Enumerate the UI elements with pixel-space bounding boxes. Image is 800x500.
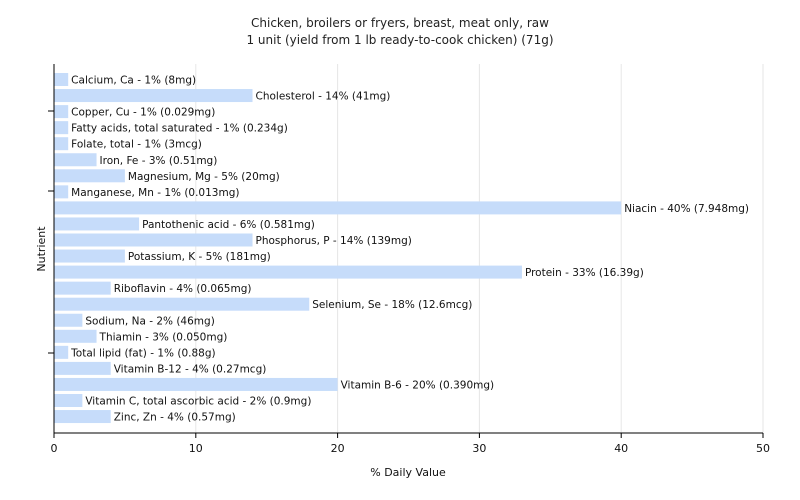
bar-label: Phosphorus, P - 14% (139mg): [256, 235, 412, 247]
bar: [54, 169, 125, 183]
bar: [54, 345, 69, 359]
bar-label: Zinc, Zn - 4% (0.57mg): [114, 412, 236, 424]
x-tick-label: 0: [51, 442, 58, 455]
bar-label: Fatty acids, total saturated - 1% (0.234…: [71, 123, 288, 135]
bar-label: Magnesium, Mg - 5% (20mg): [128, 171, 280, 183]
y-axis-title: Nutrient: [35, 226, 48, 272]
bar-label: Total lipid (fat) - 1% (0.88g): [70, 347, 215, 359]
bars: [54, 73, 622, 424]
chart-title: Chicken, broilers or fryers, breast, mea…: [251, 16, 549, 30]
bar-label: Calcium, Ca - 1% (8mg): [71, 75, 196, 87]
bar-label: Vitamin B-12 - 4% (0.27mcg): [114, 363, 267, 375]
bar-label: Sodium, Na - 2% (46mg): [85, 315, 214, 327]
bar: [54, 153, 97, 167]
bar-label: Vitamin B-6 - 20% (0.390mg): [341, 379, 495, 391]
x-tick-label: 10: [189, 442, 203, 455]
bar: [54, 73, 69, 86]
bar: [54, 377, 338, 391]
bar: [54, 121, 69, 135]
bar-label: Cholesterol - 14% (41mg): [256, 91, 391, 103]
bar: [54, 281, 111, 295]
bar: [54, 410, 111, 424]
x-axis-title: % Daily Value: [370, 466, 446, 479]
bar: [54, 233, 253, 247]
bar: [54, 313, 83, 327]
axes: 0 10 20 30 40 50: [48, 64, 770, 455]
bar-label: Iron, Fe - 3% (0.51mg): [100, 155, 218, 167]
bar-label: Niacin - 40% (7.948mg): [624, 203, 749, 215]
bar: [54, 137, 69, 151]
bar-label: Potassium, K - 5% (181mg): [128, 251, 271, 263]
grid: [195, 64, 764, 433]
bar: [54, 265, 522, 279]
bar: [54, 185, 69, 199]
bar: [54, 105, 69, 119]
bar-labels: Calcium, Ca - 1% (8mg) Cholesterol - 14% …: [70, 75, 749, 424]
bar-label: Selenium, Se - 18% (12.6mcg): [312, 299, 472, 311]
bar-label: Vitamin C, total ascorbic acid - 2% (0.9…: [85, 396, 311, 408]
bar-label: Copper, Cu - 1% (0.029mg): [71, 107, 215, 119]
x-tick-label: 50: [756, 442, 770, 455]
x-tick-label: 40: [614, 442, 628, 455]
bar: [54, 297, 310, 311]
bar: [54, 89, 253, 103]
bar: [54, 329, 97, 343]
x-tick-label: 30: [472, 442, 486, 455]
bar: [54, 394, 83, 407]
bar: [54, 201, 622, 215]
bar: [54, 361, 111, 375]
bar-label: Folate, total - 1% (3mcg): [71, 139, 202, 151]
bar: [54, 249, 125, 263]
bar: [54, 217, 140, 231]
bar-label: Thiamin - 3% (0.050mg): [99, 331, 228, 343]
chart-subtitle: 1 unit (yield from 1 lb ready-to-cook ch…: [246, 33, 554, 47]
bar-label: Pantothenic acid - 6% (0.581mg): [142, 219, 315, 231]
bar-label: Manganese, Mn - 1% (0.013mg): [71, 187, 239, 199]
x-tick-label: 20: [331, 442, 345, 455]
bar-label: Riboflavin - 4% (0.065mg): [114, 283, 252, 295]
bar-label: Protein - 33% (16.39g): [525, 267, 644, 279]
